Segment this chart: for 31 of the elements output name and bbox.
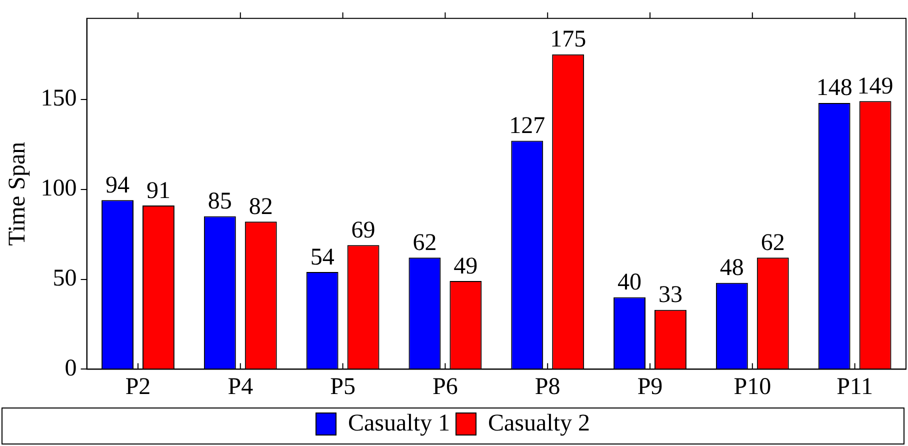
x-tick-label: P9: [637, 374, 663, 400]
x-tick-label: P2: [125, 374, 151, 400]
x-tick-label: P10: [734, 374, 772, 400]
x-tick-label: P8: [534, 374, 560, 400]
y-tick-label: 100: [40, 176, 77, 202]
data-label: 54: [310, 244, 334, 270]
data-label: 62: [412, 230, 437, 256]
data-label: 149: [857, 73, 894, 100]
y-tick-label: 50: [52, 266, 77, 292]
data-label: 48: [720, 255, 744, 282]
x-tick-label: P4: [228, 374, 254, 400]
data-label: 127: [509, 113, 546, 140]
x-tick-label: P5: [330, 374, 356, 400]
data-label: 69: [351, 217, 376, 244]
data-label: 33: [658, 282, 682, 308]
data-label: 62: [760, 230, 785, 256]
y-tick-label: 0: [64, 355, 77, 382]
x-tick-label: P11: [836, 374, 874, 400]
y-tick-label: 150: [40, 86, 77, 112]
x-tick-label: P6: [432, 374, 458, 400]
data-label: 91: [146, 178, 170, 204]
data-label: 148: [816, 75, 852, 102]
y-axis-title: Time Span: [4, 142, 31, 246]
data-label: 94: [106, 172, 130, 198]
data-label: 82: [248, 194, 273, 220]
data-label: 49: [454, 253, 478, 280]
legend-label: Casualty 1: [348, 410, 450, 436]
data-label: 175: [550, 26, 586, 53]
data-label: 85: [208, 188, 232, 215]
legend-label: Casualty 2: [488, 410, 590, 436]
data-label: 40: [618, 270, 642, 296]
